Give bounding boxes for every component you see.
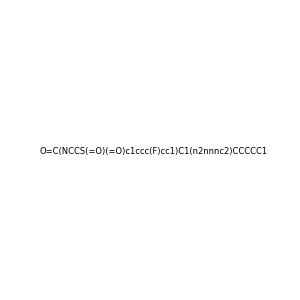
Text: O=C(NCCS(=O)(=O)c1ccc(F)cc1)C1(n2nnnc2)CCCCC1: O=C(NCCS(=O)(=O)c1ccc(F)cc1)C1(n2nnnc2)C…	[40, 147, 268, 156]
